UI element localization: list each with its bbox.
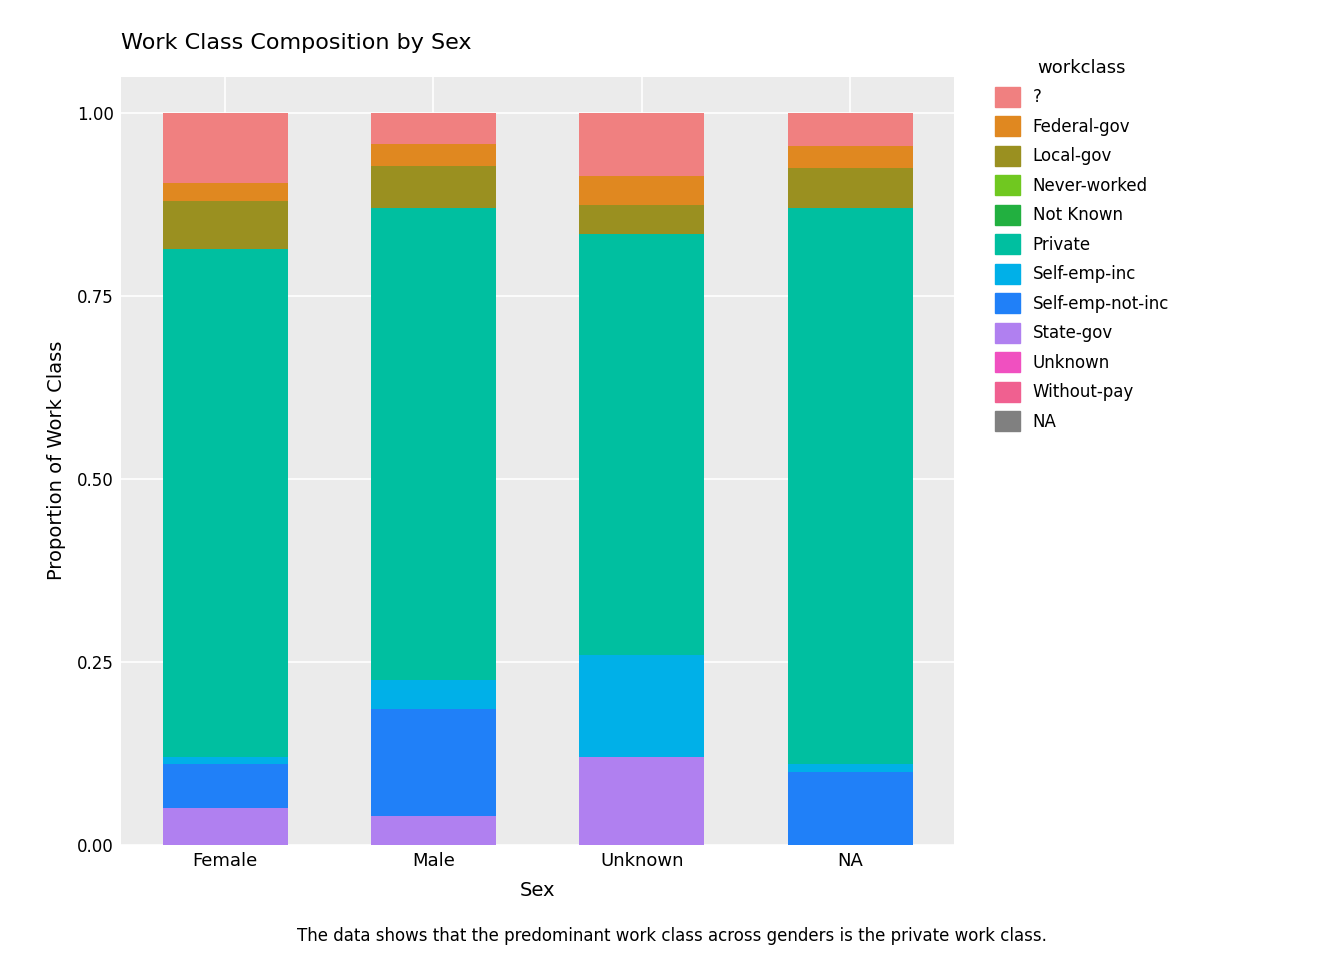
- Text: Work Class Composition by Sex: Work Class Composition by Sex: [121, 33, 472, 53]
- Bar: [371, 144, 496, 166]
- Text: The data shows that the predominant work class across genders is the private wor: The data shows that the predominant work…: [297, 926, 1047, 945]
- Bar: [163, 764, 288, 808]
- Bar: [163, 113, 288, 182]
- Bar: [371, 681, 496, 709]
- Bar: [579, 176, 704, 204]
- Bar: [788, 168, 913, 208]
- Bar: [371, 816, 496, 845]
- Bar: [163, 808, 288, 845]
- Bar: [788, 146, 913, 168]
- Bar: [579, 234, 704, 655]
- Bar: [371, 113, 496, 144]
- Bar: [579, 204, 704, 234]
- X-axis label: Sex: Sex: [520, 881, 555, 900]
- Bar: [788, 772, 913, 845]
- Bar: [163, 757, 288, 764]
- Bar: [788, 764, 913, 772]
- Bar: [371, 709, 496, 816]
- Y-axis label: Proportion of Work Class: Proportion of Work Class: [47, 341, 66, 581]
- Bar: [371, 208, 496, 681]
- Bar: [371, 166, 496, 208]
- Bar: [163, 202, 288, 249]
- Bar: [163, 249, 288, 757]
- Legend: ?, Federal-gov, Local-gov, Never-worked, Not Known, Private, Self-emp-inc, Self-: ?, Federal-gov, Local-gov, Never-worked,…: [988, 53, 1176, 438]
- Bar: [579, 757, 704, 845]
- Bar: [788, 113, 913, 146]
- Bar: [579, 655, 704, 757]
- Bar: [163, 182, 288, 202]
- Bar: [579, 113, 704, 176]
- Bar: [788, 208, 913, 764]
